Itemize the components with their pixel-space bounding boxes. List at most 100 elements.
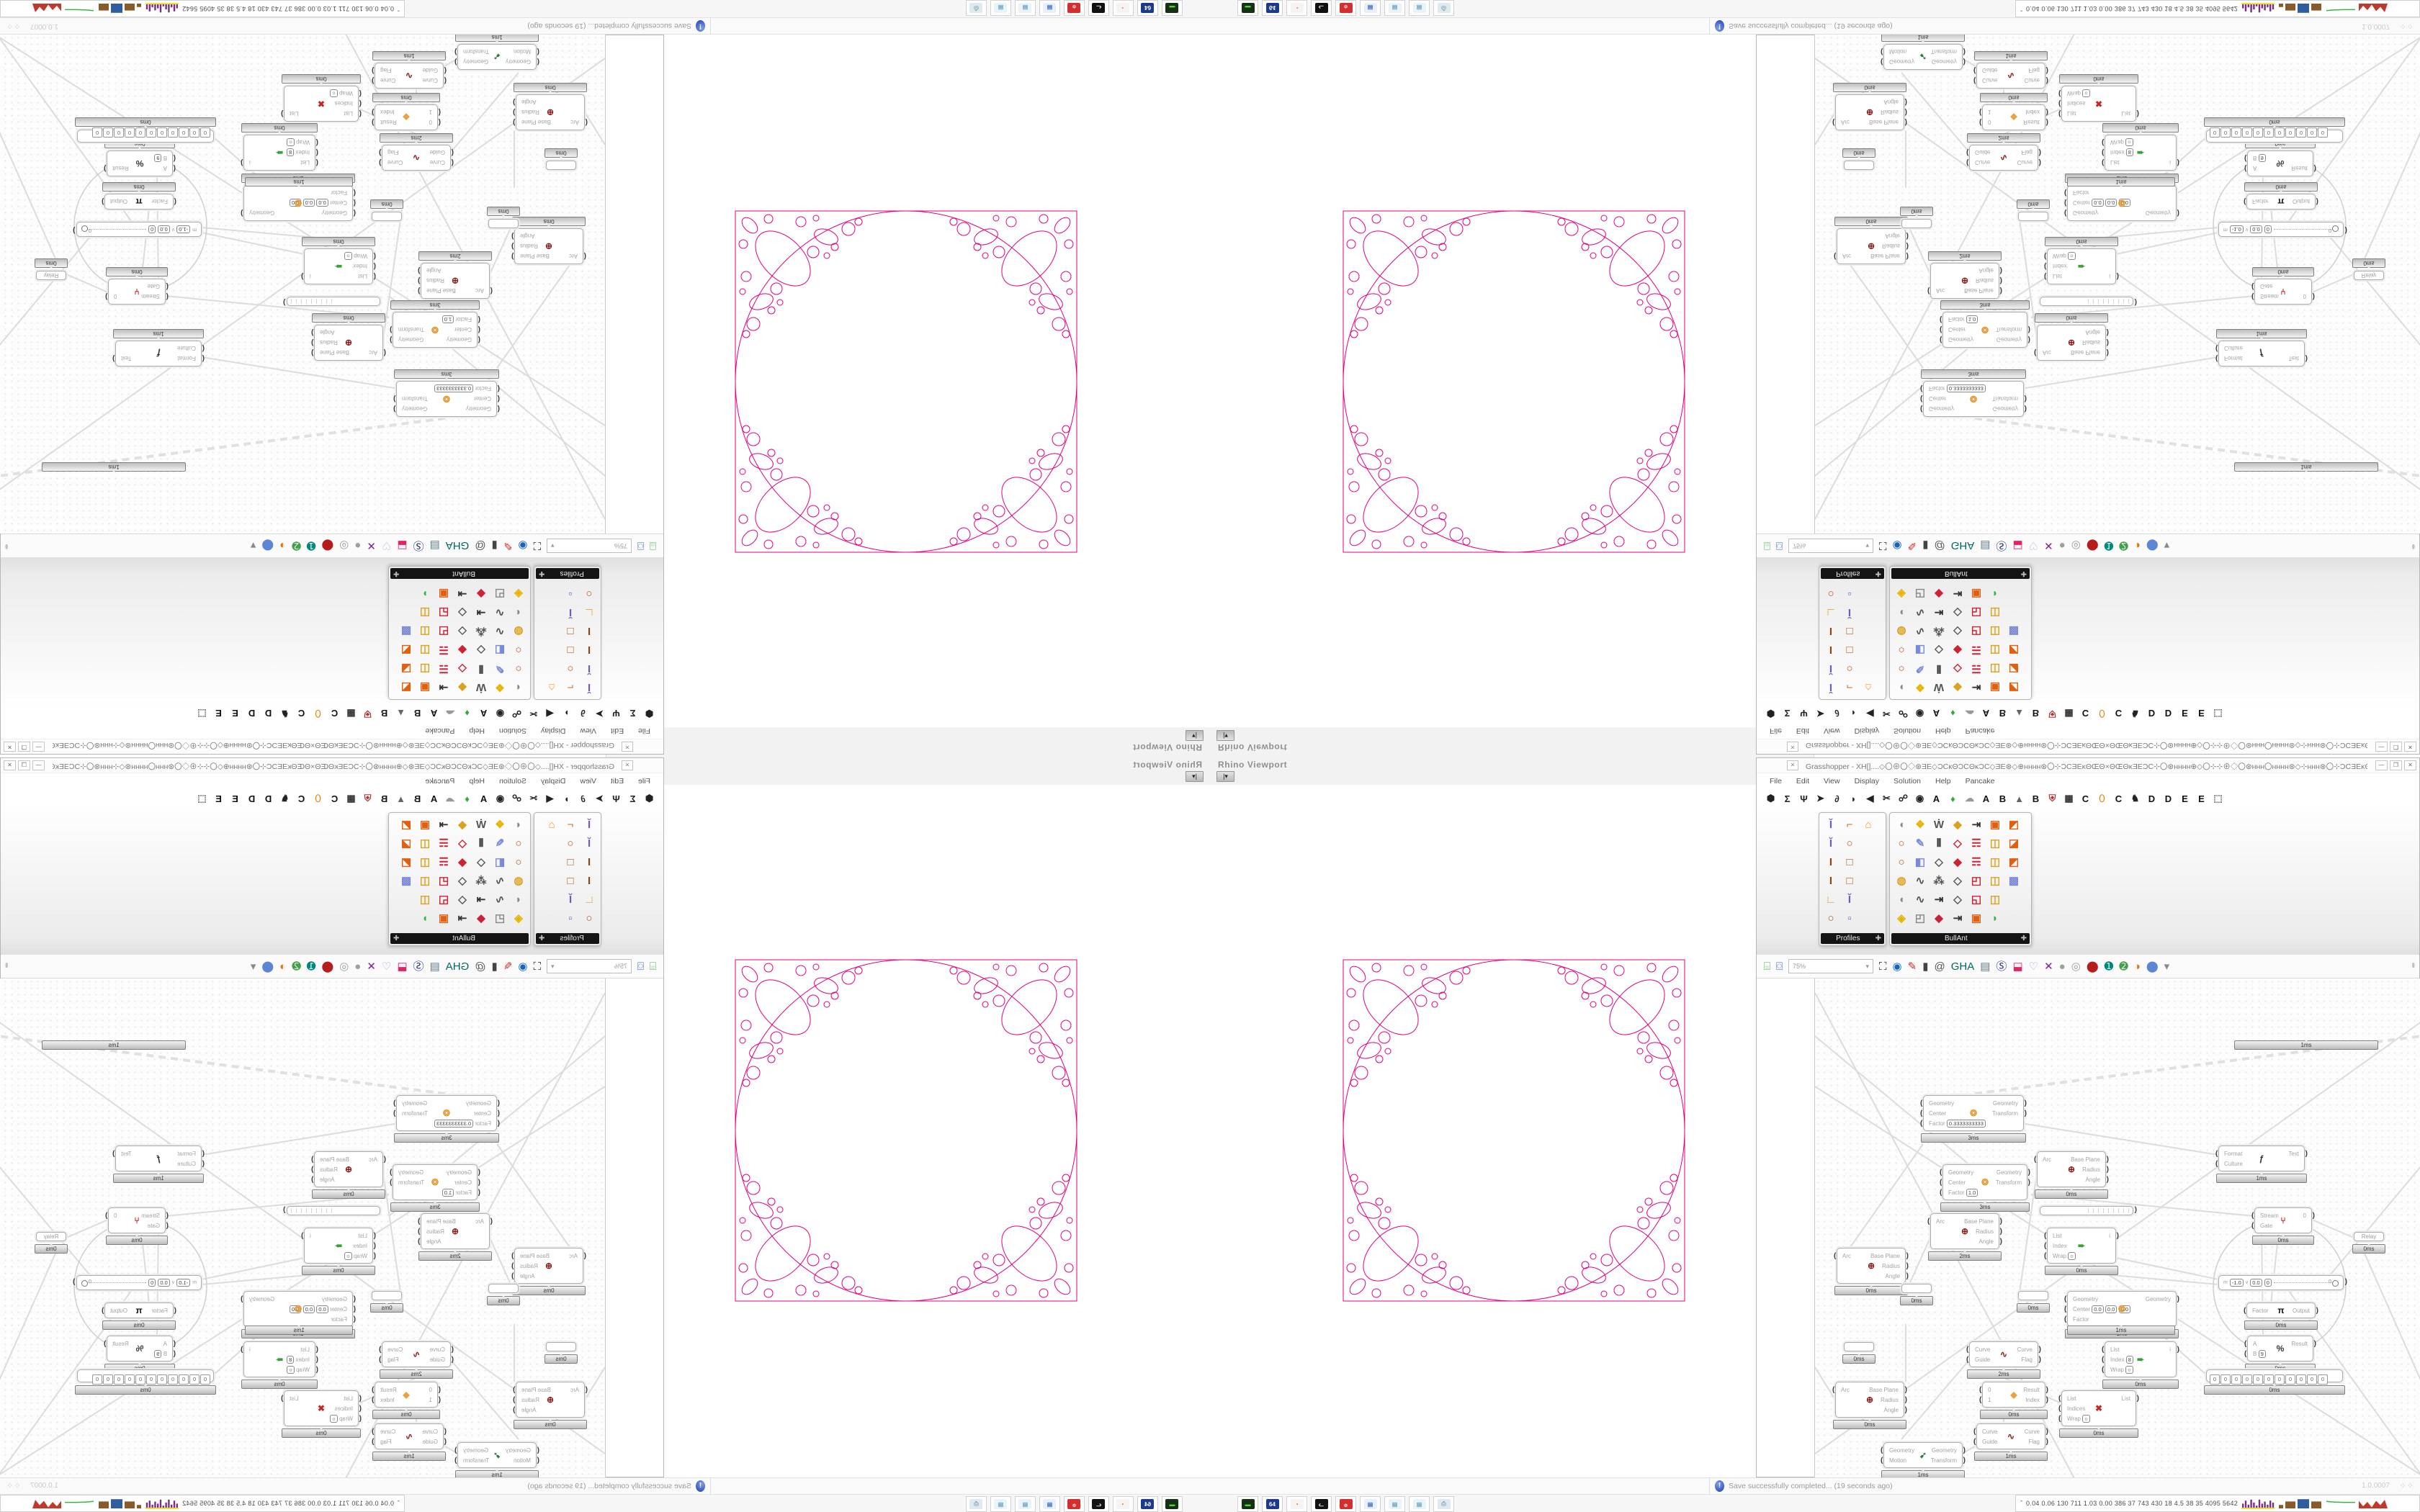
gh-node[interactable]: Stream(Gate(0) ⑂ 0ms — [2251, 1207, 2315, 1245]
component-category-tabs[interactable]: ⬢ Σ Ψ ➤ ∂ ◗ ◀ ✂ ☍ ◉ A ♦ ☁ A B ▲ B ⛨ ▦ C ⬯ C ♞ D D E E ⬚ — [1762, 789, 2419, 808]
component-body[interactable]: Stream(Gate(0) ⑂ — [105, 1207, 169, 1233]
palette-component-icon[interactable]: Ĭ — [1829, 818, 1833, 831]
component-body[interactable]: List(Index 8(Wrap ○(i) ➨ — [2102, 1341, 2179, 1377]
input-port[interactable]: ( — [1920, 395, 1923, 402]
toolbar-icon[interactable]: ⬓ — [397, 960, 408, 973]
gh-node[interactable]: Factor(Output) π 0ms — [2244, 182, 2318, 210]
palette-component-icon[interactable]: □ — [1846, 644, 1853, 657]
output-port[interactable]: ) — [1904, 108, 1907, 116]
menu-display[interactable]: Display — [1854, 726, 1880, 736]
palette-component-icon[interactable]: ○ — [515, 855, 522, 868]
input-port[interactable]: ( — [1927, 1218, 1930, 1225]
palette-component-icon[interactable]: ∿ — [1915, 606, 1925, 618]
taskbar-app-icon[interactable]: ᓚ — [1088, 0, 1109, 16]
input-port[interactable]: ( — [353, 209, 356, 217]
category-tab-icon[interactable]: ⬢ — [1766, 708, 1775, 719]
toolbar-icon[interactable]: ▤ — [429, 539, 440, 552]
palette-component-icon[interactable]: ∿ — [1915, 625, 1925, 637]
gh-node[interactable]: Arc(Base Plane) Radius) Angle) ⊕ 0ms — [1834, 1248, 1909, 1295]
close-button[interactable]: ✕ — [4, 760, 16, 770]
component-body[interactable]: Curve(Guide(Curve) Flag) ∿ — [379, 145, 454, 171]
output-port[interactable]: ) — [281, 109, 284, 117]
component-category-tabs[interactable]: ⬢ Σ Ψ ➤ ∂ ◗ ◀ ✂ ☍ ◉ A ♦ ☁ A B ▲ B ⛨ ▦ C ⬯ C ♞ D D E E ⬚ — [1, 704, 658, 723]
output-port[interactable]: ) — [1963, 58, 1966, 66]
number-slider-node[interactable]: m -1.0 v 0.0 0 0 — [2218, 1275, 2344, 1290]
palette-component-icon[interactable]: ◇ — [1953, 894, 1962, 906]
component-body[interactable]: Geometry(Center(Factor 1.0(Geometry) Tran… — [1940, 1164, 2030, 1200]
palette-component-icon[interactable]: ◧ — [1914, 644, 1926, 656]
toolbar-icon[interactable]: ⌸ — [649, 960, 656, 973]
tick-bar-node[interactable] — [2040, 1206, 2133, 1215]
value-capsule[interactable]: 1.0 — [442, 315, 454, 323]
menu-view[interactable]: View — [580, 776, 596, 786]
component-body[interactable]: List(Index(Wrap ○(i) ➨ — [301, 248, 376, 284]
palette-component-icon[interactable]: ❖ — [1915, 681, 1925, 693]
toolbar-icon[interactable]: ⌸ — [1764, 960, 1771, 973]
output-port[interactable]: ) — [2045, 66, 2048, 74]
palette-component-icon[interactable]: ⌂ — [1865, 681, 1872, 694]
output-port[interactable]: ) — [393, 1110, 396, 1117]
value-capsule[interactable]: 0.3333333333 — [1946, 1120, 1986, 1128]
input-port[interactable]: ( — [478, 1179, 480, 1187]
palette-component-icon[interactable]: ▫ — [1847, 912, 1852, 924]
category-tab-icon[interactable]: ⛨ — [2048, 793, 2056, 804]
input-port[interactable]: ( — [1973, 76, 1976, 84]
category-tab-icon[interactable]: ◉ — [496, 708, 505, 719]
performance-stats-widget[interactable]: ˆ 0.04 0.06 130 711 1.03 0.00 386 37 743… — [0, 1495, 405, 1512]
toolbar-icon[interactable]: ➊ — [2104, 539, 2114, 552]
taskbar-app-icon[interactable]: ۞ — [1064, 0, 1085, 16]
palette-expand-icon[interactable]: ✚ — [393, 935, 400, 942]
input-port[interactable]: ( — [373, 272, 376, 280]
toolbar-icon[interactable]: ✎ — [503, 960, 513, 973]
category-tab-icon[interactable]: ⬢ — [1766, 793, 1775, 804]
input-port[interactable]: ( — [359, 1405, 362, 1413]
component-body[interactable]: Arc(Base Plane) Radius) Angle) ⊕ — [1927, 263, 2002, 299]
output-port[interactable]: ) — [511, 242, 514, 250]
grasshopper-menubar[interactable]: File Edit View Display Solution Help Pancake — [1, 773, 658, 789]
category-tab-icon[interactable]: Ψ — [1800, 708, 1808, 719]
input-port[interactable]: ( — [1881, 58, 1883, 66]
palette-component-icon[interactable]: ✎ — [495, 662, 505, 675]
component-body[interactable]: Geometry(Motion(Geometry) Transform) ➹ — [454, 1442, 539, 1468]
value-capsule[interactable]: 0.0 — [302, 198, 315, 207]
input-port[interactable]: ( — [451, 148, 454, 156]
input-port[interactable]: ( — [1834, 1252, 1837, 1260]
category-tab-icon[interactable]: ∂ — [1834, 708, 1839, 719]
toolbar-icon[interactable]: @ — [475, 539, 486, 552]
output-port[interactable]: ) — [2305, 354, 2308, 362]
value-capsule[interactable]: 0.0 — [316, 198, 328, 207]
category-tab-icon[interactable]: D — [2148, 793, 2156, 804]
menu-solution[interactable]: Solution — [1894, 776, 1921, 786]
component-body[interactable]: Geometry(Motion(Geometry) Transform) ➹ — [1881, 44, 1966, 70]
value-capsule[interactable]: ○ — [344, 1252, 352, 1261]
toolbar-icon[interactable]: ◎ — [339, 960, 349, 973]
value-capsule[interactable]: 0.0 — [2118, 1305, 2131, 1314]
input-port[interactable]: ( — [1940, 1189, 1942, 1197]
menu-solution[interactable]: Solution — [1894, 726, 1921, 736]
component-body[interactable]: Stream(Gate(0) ⑂ — [2251, 1207, 2315, 1233]
category-tab-icon[interactable]: B — [1999, 708, 2007, 719]
input-port[interactable]: ( — [1920, 405, 1923, 413]
palette-component-icon[interactable]: □ — [567, 874, 574, 887]
input-port[interactable]: ( — [478, 1189, 480, 1197]
component-body[interactable]: Arc(Base Plane) Radius) Angle) ⊕ — [511, 1248, 586, 1284]
palette-component-icon[interactable] — [1859, 641, 1878, 660]
input-port[interactable]: ( — [537, 48, 539, 55]
category-tab-icon[interactable]: ✂ — [529, 793, 537, 804]
toolbar-icon[interactable]: ▤ — [1980, 960, 1991, 973]
menu-file[interactable]: File — [1770, 726, 1782, 736]
category-tab-icon[interactable]: D — [248, 793, 256, 804]
performance-stats-widget[interactable]: ˆ 0.04 0.06 130 711 1.03 0.00 386 37 743… — [2015, 1495, 2420, 1512]
output-port[interactable]: ) — [1906, 252, 1909, 260]
input-port[interactable]: ( — [2064, 1305, 2067, 1313]
palette-component-icon[interactable] — [542, 890, 561, 909]
category-tab-icon[interactable]: A — [1982, 708, 1990, 719]
category-tab-icon[interactable]: Σ — [1784, 708, 1791, 719]
value-capsule[interactable]: 9 — [154, 153, 162, 162]
taskbar-app-icon[interactable]: 64 — [1262, 1496, 1283, 1512]
input-port[interactable]: ( — [1973, 1438, 1976, 1446]
output-port[interactable]: ) — [2038, 158, 2041, 166]
input-port[interactable]: ( — [438, 1386, 441, 1394]
palette-component-icon[interactable]: ⁂ — [475, 875, 487, 887]
output-port[interactable]: ) — [241, 1346, 243, 1354]
